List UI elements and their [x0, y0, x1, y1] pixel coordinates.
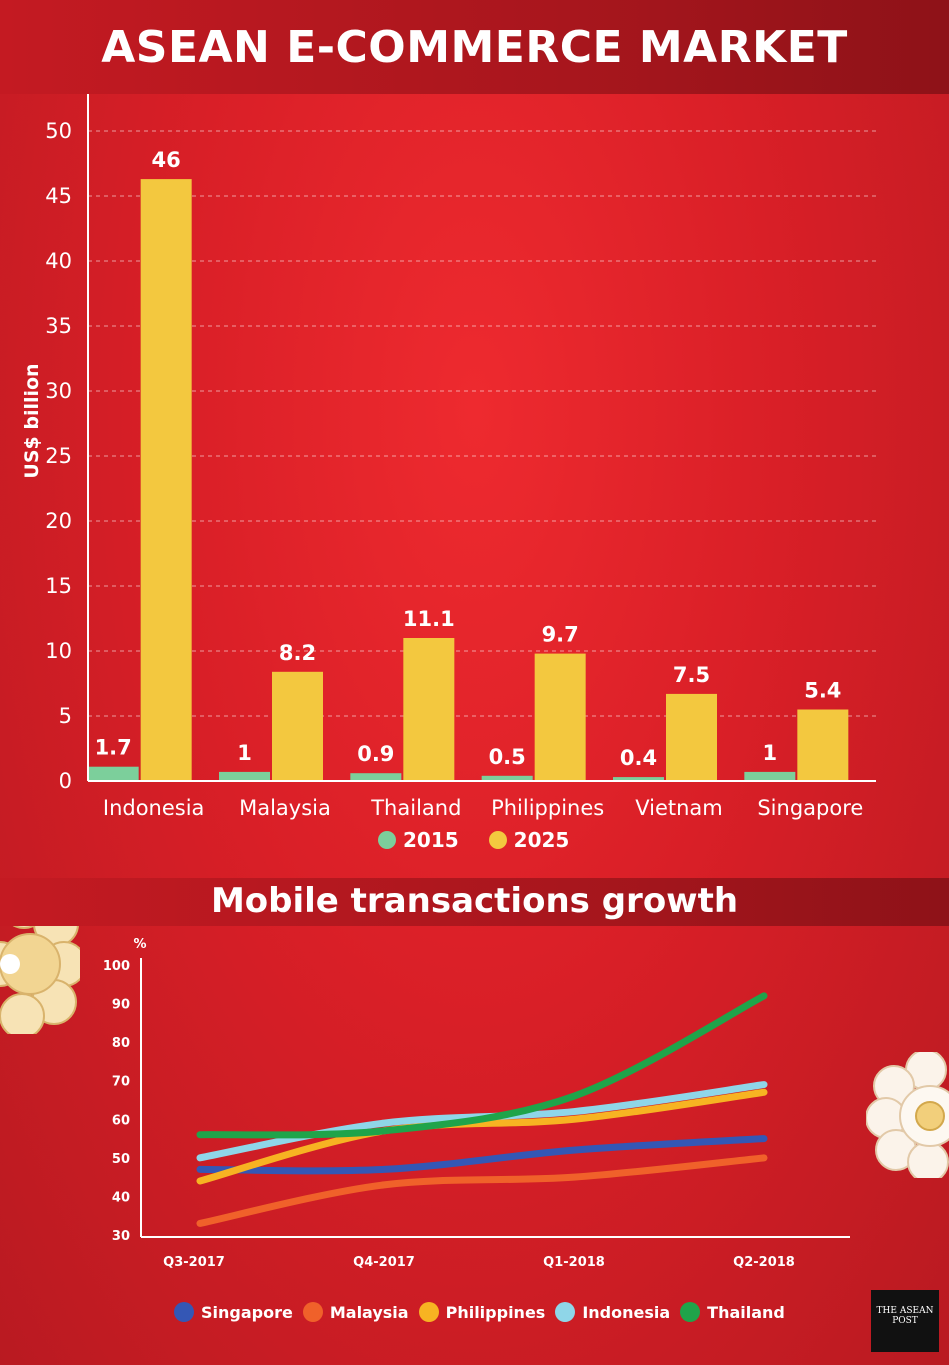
bar-y-tick-label: 30	[45, 379, 72, 403]
line-y-tick-label: 70	[112, 1075, 130, 1090]
bar-data-label: 0.9	[357, 742, 394, 766]
legend-swatch	[680, 1302, 701, 1322]
line-y-tick-label: 30	[112, 1229, 130, 1244]
line-series-singapore	[196, 1135, 768, 1175]
mobile-transactions-line-chart: 30 40 50 60 70 80 90 100 Q3-2017 Q4-2017 Q1-2018 Q…	[103, 937, 850, 1270]
line-legend-item: Singapore	[174, 1302, 293, 1322]
bar-category-label: Thailand	[370, 796, 461, 820]
bar-2015	[744, 771, 796, 781]
flower-decoration-mid-right	[866, 1052, 949, 1178]
bar-data-label: 0.5	[489, 745, 526, 769]
legend-swatch	[418, 1302, 439, 1322]
page-title: ASEAN E-COMMERCE MARKET	[0, 0, 949, 94]
line-y-tick-label: 40	[112, 1190, 130, 1205]
bar-y-tick-label: 35	[45, 314, 72, 338]
bar-data-label: 7.5	[673, 663, 710, 687]
asean-post-logo: THE ASEAN POST	[871, 1290, 939, 1352]
bar-y-axis-label: US$ billion	[21, 363, 43, 478]
line-series-philippines	[196, 1088, 768, 1185]
bar-category-label: Malaysia	[239, 796, 331, 820]
legend-swatch	[488, 831, 507, 849]
bar-2025	[666, 693, 717, 781]
line-legend-item: Thailand	[680, 1302, 785, 1322]
bar-2015	[613, 777, 664, 781]
line-y-axis-label: %	[133, 937, 146, 952]
bar-data-label: 1.7	[95, 736, 132, 760]
bar-2015	[481, 775, 533, 781]
legend-label: Thailand	[707, 1302, 785, 1322]
bar-2025	[797, 709, 849, 781]
bar-data-label: 9.7	[542, 623, 579, 647]
bar-data-label: 46	[152, 148, 181, 172]
legend-swatch	[174, 1302, 194, 1322]
line-series-thailand	[196, 992, 768, 1139]
bar-y-tick-label: 0	[59, 769, 72, 793]
bar-y-tick-label: 40	[45, 249, 72, 273]
line-y-tick-label: 90	[112, 998, 130, 1013]
bar-data-label: 1	[237, 741, 252, 765]
bar-data-label: 11.1	[403, 607, 455, 631]
bar-category-label: Singapore	[757, 796, 863, 820]
line-x-tick-label: Q4-2017	[353, 1255, 415, 1270]
line-legend: Singapore Malaysia Philippines Indonesia Tha…	[174, 1302, 795, 1322]
line-y-tick-label: 80	[112, 1036, 130, 1051]
bar-y-tick-label: 20	[45, 509, 72, 533]
bar-legend: 2015 2025	[378, 828, 599, 852]
line-y-tick-label: 50	[112, 1152, 130, 1167]
bar-2015	[350, 773, 402, 781]
bar-2025	[140, 179, 192, 782]
legend-label: Singapore	[201, 1302, 293, 1322]
bar-data-label: 8.2	[279, 641, 316, 665]
bar-y-tick-label: 50	[45, 119, 72, 143]
legend-label: 2015	[403, 828, 459, 852]
line-legend-item: Philippines	[418, 1302, 546, 1322]
line-legend-item: Malaysia	[302, 1302, 409, 1322]
bar-y-tick-label: 45	[45, 184, 72, 208]
bar-2025	[403, 638, 455, 781]
bar-data-label: 0.4	[620, 746, 657, 770]
bar-legend-item: 2025	[488, 828, 570, 852]
bar-category-label: Vietnam	[635, 796, 723, 820]
bar-2015	[87, 766, 139, 781]
legend-label: Malaysia	[329, 1302, 409, 1322]
ecommerce-bar-chart: 0 5 10 15 20 25 30 35 40 45 50 1.7 46 1 8.2 0.9 11.1 0.5…	[21, 94, 876, 820]
bar-y-tick-label: 10	[45, 639, 72, 663]
line-x-tick-label: Q1-2018	[543, 1255, 605, 1270]
bar-2025	[534, 653, 586, 781]
line-series-malaysia	[196, 1154, 768, 1227]
bar-2025	[272, 671, 323, 781]
bar-y-tick-label: 5	[59, 704, 72, 728]
line-y-tick-label: 60	[112, 1113, 130, 1128]
bar-category-label: Philippines	[491, 796, 604, 820]
legend-swatch	[302, 1302, 323, 1322]
line-x-tick-label: Q3-2017	[163, 1255, 225, 1270]
legend-swatch	[378, 831, 396, 849]
bar-data-label: 1	[763, 741, 778, 765]
legend-swatch	[555, 1302, 576, 1322]
legend-label: Philippines	[445, 1302, 546, 1322]
line-x-tick-label: Q2-2018	[733, 1255, 795, 1270]
line-y-tick-label: 100	[103, 959, 130, 974]
bar-y-tick-label: 15	[45, 574, 72, 598]
bar-legend-item: 2015	[378, 828, 459, 852]
bar-2015	[219, 771, 270, 781]
line-legend-item: Indonesia	[555, 1302, 670, 1322]
bar-data-label: 5.4	[804, 679, 841, 703]
bar-y-tick-label: 25	[45, 444, 72, 468]
legend-label: 2025	[513, 828, 570, 852]
bar-category-label: Indonesia	[103, 796, 205, 820]
legend-label: Indonesia	[582, 1302, 671, 1322]
section-title-mobile-transactions: Mobile transactions growth	[0, 878, 949, 926]
